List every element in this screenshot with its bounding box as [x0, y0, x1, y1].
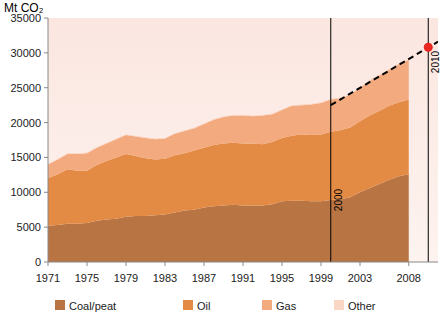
y-tick	[44, 157, 48, 158]
x-tick-label: 1975	[75, 272, 99, 284]
x-tick	[48, 262, 49, 266]
legend-label: Other	[348, 300, 376, 312]
x-tick-label: 2003	[348, 272, 372, 284]
marker-line	[428, 18, 429, 262]
y-tick	[44, 227, 48, 228]
y-tick	[44, 87, 48, 88]
y-tick-label: 20000	[10, 117, 41, 129]
legend-swatch	[262, 300, 272, 310]
marker-line	[330, 18, 331, 262]
x-tick	[243, 262, 244, 266]
x-tick	[165, 262, 166, 266]
x-tick	[126, 262, 127, 266]
x-tick-label: 1979	[114, 272, 138, 284]
y-tick	[44, 52, 48, 53]
y-tick	[44, 18, 48, 19]
y-tick	[44, 122, 48, 123]
projection-line	[331, 42, 438, 105]
y-axis-label: Mt CO₂	[4, 1, 44, 15]
legend-swatch	[55, 300, 65, 310]
x-tick	[204, 262, 205, 266]
legend-swatch	[183, 300, 193, 310]
x-tick-label: 1987	[192, 272, 216, 284]
x-tick	[360, 262, 361, 266]
annotation-label: 2010	[430, 50, 441, 73]
x-tick	[321, 262, 322, 266]
x-tick-label: 1991	[231, 272, 255, 284]
plot-background	[48, 18, 438, 262]
y-tick-label: 25000	[10, 82, 41, 94]
y-tick	[44, 262, 48, 263]
legend-label: Oil	[197, 300, 210, 312]
legend-label: Coal/peat	[69, 300, 116, 312]
legend-swatch	[334, 300, 344, 310]
area-2	[48, 60, 409, 179]
x-tick	[282, 262, 283, 266]
x-tick	[408, 262, 409, 266]
x-tick-label: 1971	[36, 272, 60, 284]
y-tick-label: 10000	[10, 186, 41, 198]
x-tick	[87, 262, 88, 266]
plot-area	[48, 18, 438, 262]
area-3	[48, 59, 409, 164]
x-tick-label: 1983	[153, 272, 177, 284]
x-tick-label: 2008	[397, 272, 421, 284]
y-tick-label: 15000	[10, 151, 41, 163]
y-tick-label: 30000	[10, 47, 41, 59]
y-tick-label: 0	[35, 256, 41, 268]
chart: 2000201005000100001500020000250003000035…	[0, 0, 448, 324]
annotation-label: 2000	[333, 188, 344, 211]
y-tick	[44, 192, 48, 193]
y-axis	[48, 18, 49, 262]
x-tick-label: 1995	[270, 272, 294, 284]
y-tick-label: 5000	[17, 221, 41, 233]
x-tick-label: 1999	[309, 272, 333, 284]
legend-label: Gas	[276, 300, 297, 312]
point	[424, 43, 433, 52]
